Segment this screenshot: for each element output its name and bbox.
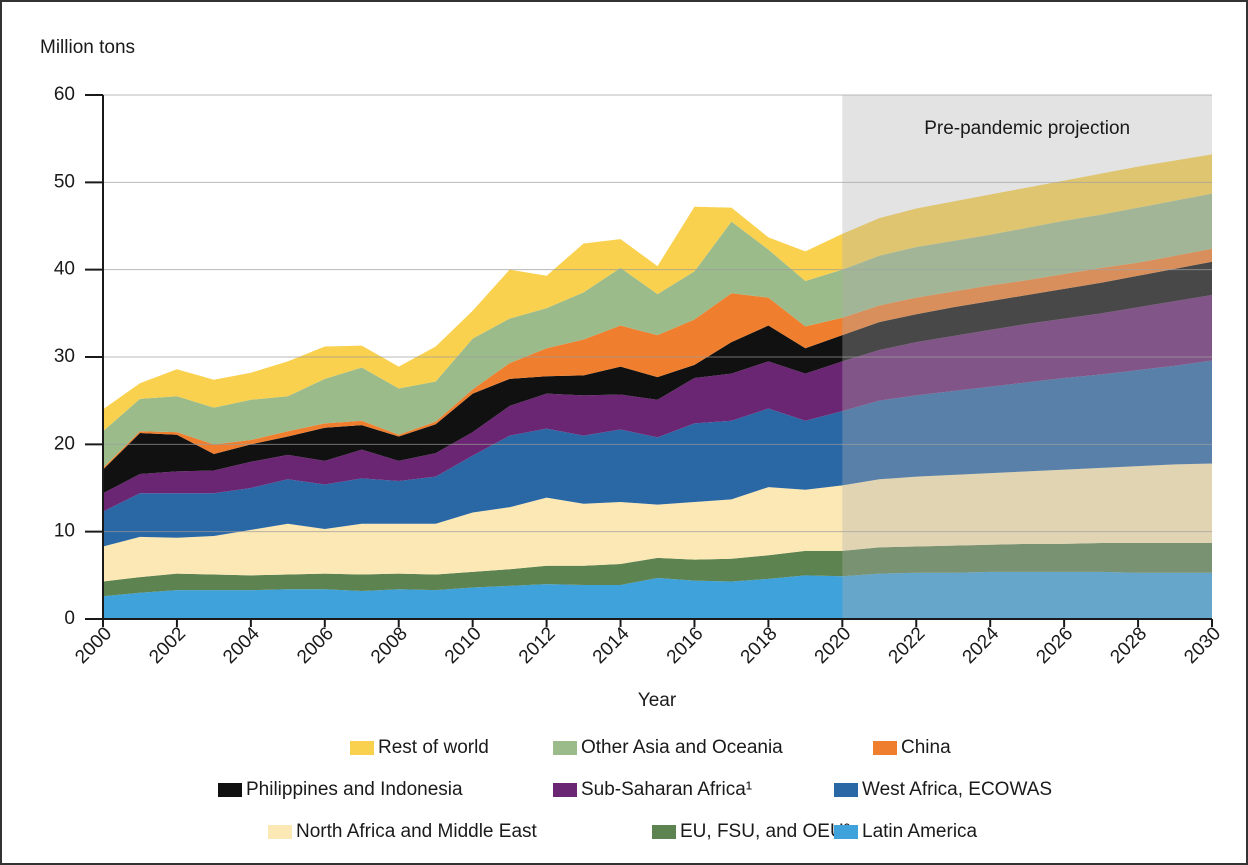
- legend-label: EU, FSU, and OEU²: [680, 821, 850, 842]
- legend-label: Philippines and Indonesia: [246, 779, 463, 800]
- legend-label: Rest of world: [378, 737, 489, 758]
- x-axis-label: Year: [638, 690, 677, 711]
- legend-swatch: [873, 741, 897, 755]
- legend-swatch: [652, 825, 676, 839]
- legend-label: Other Asia and Oceania: [581, 737, 783, 758]
- legend-label: China: [901, 737, 951, 758]
- legend-swatch: [268, 825, 292, 839]
- legend-swatch: [553, 741, 577, 755]
- legend-label: West Africa, ECOWAS: [862, 779, 1052, 800]
- legend-swatch: [350, 741, 374, 755]
- area: [103, 261, 1212, 494]
- y-tick-label: 40: [54, 259, 75, 280]
- area: [103, 248, 1212, 470]
- y-tick-label: 30: [54, 346, 75, 367]
- area: [103, 543, 1212, 597]
- legend-swatch: [553, 783, 577, 797]
- legend-swatch: [834, 783, 858, 797]
- y-tick-label: 50: [54, 171, 75, 192]
- y-tick-label: 60: [54, 84, 75, 105]
- legend-swatch: [218, 783, 242, 797]
- projection-shade: [842, 95, 1212, 619]
- area: [103, 193, 1212, 468]
- area: [103, 154, 1212, 432]
- area: [103, 360, 1212, 547]
- projection-label: Pre-pandemic projection: [924, 118, 1130, 139]
- area: [103, 463, 1212, 582]
- legend-label: North Africa and Middle East: [296, 821, 538, 842]
- area: [103, 571, 1212, 619]
- y-tick-label: 0: [64, 608, 75, 629]
- y-tick-label: 10: [54, 521, 75, 542]
- y-tick-label: 20: [54, 433, 75, 454]
- area: [103, 294, 1212, 512]
- legend-label: Latin America: [862, 821, 978, 842]
- y-axis-label: Million tons: [40, 37, 135, 58]
- legend-label: Sub-Saharan Africa¹: [581, 779, 752, 800]
- legend-swatch: [834, 825, 858, 839]
